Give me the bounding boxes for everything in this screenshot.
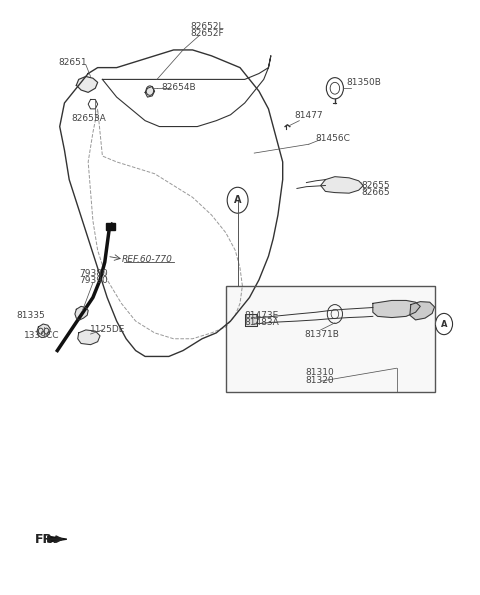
Polygon shape — [75, 306, 88, 320]
Text: A: A — [441, 320, 447, 328]
Bar — [106, 223, 115, 230]
Bar — [226, 286, 434, 392]
Text: 82653A: 82653A — [72, 114, 107, 123]
Text: 82654B: 82654B — [161, 83, 196, 92]
Circle shape — [435, 314, 453, 334]
Text: 82655: 82655 — [361, 181, 390, 190]
Text: 81350B: 81350B — [346, 78, 381, 87]
Text: FR.: FR. — [35, 533, 58, 546]
Text: 82665: 82665 — [361, 188, 390, 197]
Text: 81371B: 81371B — [304, 330, 339, 339]
Polygon shape — [145, 86, 155, 97]
Polygon shape — [245, 314, 257, 326]
Text: 81320: 81320 — [305, 375, 334, 384]
Text: REF.60-770: REF.60-770 — [122, 255, 173, 264]
Polygon shape — [37, 324, 50, 337]
Text: A: A — [234, 195, 241, 205]
Text: 79390: 79390 — [80, 277, 108, 286]
Text: 82652F: 82652F — [190, 29, 224, 38]
Text: 81310: 81310 — [305, 368, 334, 377]
Polygon shape — [48, 536, 67, 542]
Text: 81473E: 81473E — [245, 311, 279, 320]
Text: 81483A: 81483A — [244, 318, 279, 327]
Text: 81477: 81477 — [295, 111, 323, 120]
Polygon shape — [76, 77, 97, 92]
Circle shape — [227, 187, 248, 213]
Text: 82652L: 82652L — [190, 22, 224, 31]
Text: 81456C: 81456C — [315, 134, 350, 143]
Text: 1125DE: 1125DE — [89, 325, 125, 334]
Polygon shape — [78, 330, 100, 345]
Text: 81335: 81335 — [17, 311, 46, 320]
Polygon shape — [373, 300, 420, 318]
Polygon shape — [410, 302, 434, 320]
Text: 1339CC: 1339CC — [24, 331, 60, 340]
Polygon shape — [321, 177, 363, 193]
Text: 79380: 79380 — [80, 270, 108, 278]
Text: 82651: 82651 — [59, 58, 87, 67]
